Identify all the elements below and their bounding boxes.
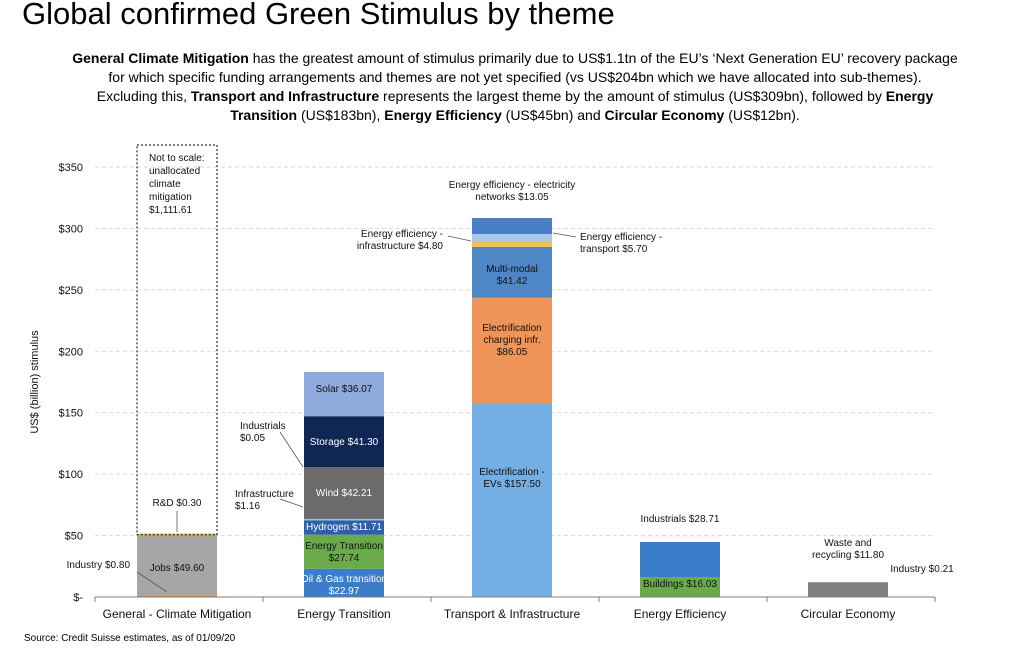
data-label: networks $13.05 [475,192,549,203]
subtitle-line-2: for which specific funding arrangements … [20,68,1010,87]
data-label: Energy Transition [305,541,383,552]
data-label: Buildings $16.03 [643,579,717,590]
data-label: Electrification - [479,467,545,478]
data-label: EVs $157.50 [483,479,541,490]
subtitle-run: Energy Efficiency [384,107,502,123]
data-label: infrastructure $4.80 [357,241,444,252]
subtitle-run: Transition [230,107,298,123]
data-label: Industry $0.80 [67,560,131,571]
leader-line [136,571,168,593]
bar-segment [137,535,217,597]
data-label: Multi-modal [486,264,538,275]
subtitle-run: represents the largest theme by the amou… [379,88,886,104]
subtitle-run: Energy [885,88,934,104]
subtitle-run: General Climate Mitigation [72,50,249,66]
data-label: Waste and [824,538,871,549]
bar-segment [640,577,720,597]
page-title: Global confirmed Green Stimulus by theme [22,0,615,31]
unallocated-label: Not to scale: [149,153,205,164]
data-label: Industrials $28.71 [641,514,720,525]
data-label: Energy efficiency - [580,232,662,243]
data-label: $41.42 [497,276,528,287]
data-label: Electrification [482,323,541,334]
y-tick-label: $- [73,592,83,604]
data-label: Industrials [240,421,286,432]
bar-segment [472,217,552,234]
source-note: Source: Credit Suisse estimates, as of 0… [24,633,236,644]
subtitle-line-1: General Climate Mitigation has the great… [20,49,1010,68]
bar-segment [304,371,384,417]
y-tick-label: $350 [59,162,83,174]
data-label: R&D $0.30 [153,498,202,509]
x-category-label: Circular Economy [801,607,896,621]
leader-line [447,235,472,242]
x-category-label: Energy Efficiency [634,607,727,621]
y-tick-label: $50 [65,531,83,543]
bar-segment [640,542,720,578]
data-label: $22.97 [329,586,360,597]
subtitle-line-3: Excluding this, Transport and Infrastruc… [20,87,1010,106]
unallocated-label: $1,111.61 [149,205,192,216]
y-axis-label: US$ (billion) stimulus [29,330,41,434]
y-tick-label: $300 [59,223,83,235]
x-category-label: Energy Transition [297,607,390,621]
bar-segment [304,568,384,597]
data-label: Jobs $49.60 [150,563,205,574]
subtitle-run: for which specific funding arrangements … [108,69,922,85]
bar-segment [304,534,384,569]
y-tick-label: $200 [59,346,83,358]
subtitle-run: Transport and Infrastructure [190,88,380,104]
data-label: transport $5.70 [580,244,648,255]
bar-segment [472,246,552,298]
x-category-label: Transport & Infrastructure [444,607,581,621]
leader-line [279,431,304,468]
data-label: Energy efficiency - electricity [449,180,576,191]
data-label: Oil & Gas transition [301,574,387,585]
y-tick-label: $250 [59,285,83,297]
data-label: Wind $42.21 [316,488,373,499]
data-label: $0.05 [240,433,265,444]
bar-segment [472,233,552,241]
subtitle-run: has the greatest amount of stimulus prim… [248,50,958,66]
bar-segment [808,582,888,597]
data-label: Infrastructure [235,489,294,500]
bar-segment [304,520,384,535]
subtitle-run: (US$183bn), [297,107,385,123]
data-label: charging infr. [483,335,540,346]
x-category-label: General - Climate Mitigation [103,607,252,621]
leader-line [552,232,577,238]
bar-segment [472,403,552,597]
chart-subtitle: General Climate Mitigation has the great… [20,49,1010,125]
bar-segment [472,297,552,404]
subtitle-run: (US$45bn) and [501,107,605,123]
subtitle-line-4: Transition (US$183bn), Energy Efficiency… [20,106,1010,125]
data-label: recycling $11.80 [812,550,885,561]
data-label: $27.74 [329,553,360,564]
data-label: $86.05 [497,347,528,358]
leader-line [279,498,304,508]
unallocated-label: unallocated [149,166,200,177]
bar-segment [304,416,384,467]
data-label: $1.16 [235,501,260,512]
data-label: Storage $41.30 [310,437,379,448]
bar-segment [304,467,384,519]
data-label: Industry $0.21 [890,564,954,575]
bar-segment [137,595,217,597]
bar-segment [472,240,552,247]
stacked-bar-chart: $- $50 $100 $150 $200 $250 $300 $350 US$ (billio… [29,144,954,621]
unallocated-label: climate [149,179,181,190]
unallocated-box [136,144,218,536]
bar-segment [304,518,384,521]
y-tick-label: $100 [59,469,83,481]
y-tick-label: $150 [59,408,83,420]
data-label: Energy efficiency - [361,229,443,240]
data-label: Solar $36.07 [316,384,373,395]
unallocated-label: mitigation [149,192,192,203]
subtitle-run: Excluding this, [96,88,191,104]
data-label: Hydrogen $11.71 [306,522,382,533]
subtitle-run: Circular Economy [604,107,725,123]
subtitle-run: (US$12bn). [724,107,800,123]
